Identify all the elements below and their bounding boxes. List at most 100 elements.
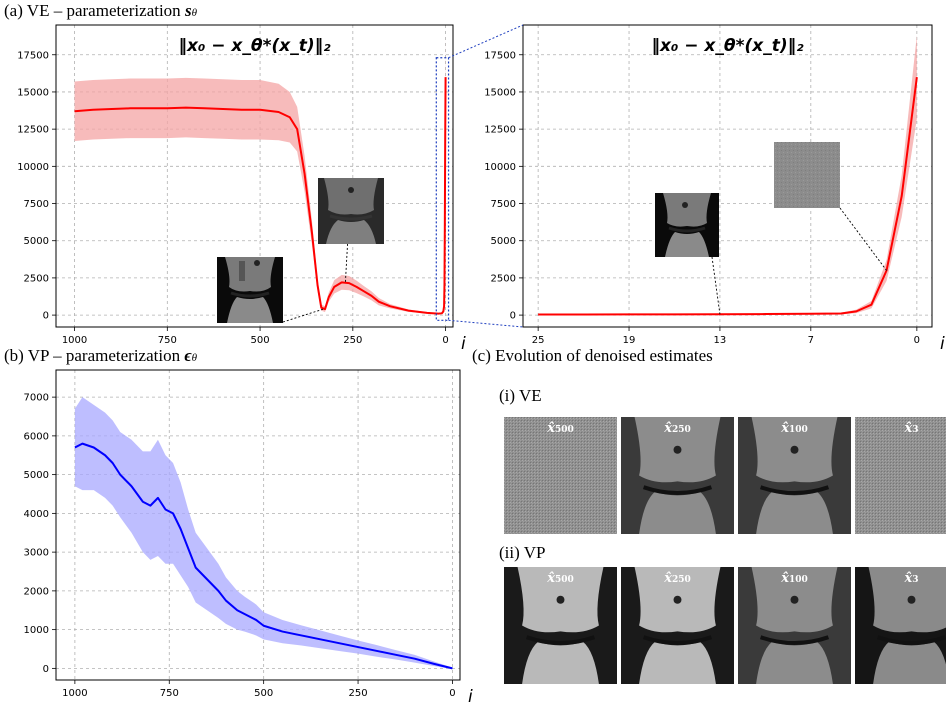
inset-knee-image-a3 bbox=[655, 193, 719, 257]
x-tick-label: 0 bbox=[442, 335, 448, 346]
denoised-label-subscript: 3 bbox=[912, 575, 919, 585]
y-tick-label: 7500 bbox=[24, 199, 49, 210]
knee-mri-icon bbox=[621, 567, 734, 684]
axes-frame bbox=[55, 369, 461, 681]
x-axis-label: i bbox=[940, 334, 945, 354]
inset-knee-image-a2 bbox=[318, 178, 384, 244]
denoised-label: x̂500 bbox=[504, 421, 617, 436]
denoised-ve-3: x̂3 bbox=[855, 417, 946, 534]
knee-mri-icon bbox=[738, 417, 851, 534]
knee-mri-icon bbox=[855, 567, 946, 684]
denoised-label: x̂500 bbox=[504, 571, 617, 586]
denoised-label-symbol: x̂ bbox=[664, 421, 672, 436]
zoom-connector-bottom bbox=[448, 319, 524, 328]
y-tick-label: 1000 bbox=[24, 625, 49, 636]
x-tick-label: 0 bbox=[449, 688, 455, 699]
denoised-label-symbol: x̂ bbox=[547, 421, 555, 436]
denoised-label-subscript: 500 bbox=[554, 425, 574, 435]
series-band bbox=[74, 397, 453, 670]
x-tick-label: 0 bbox=[914, 335, 920, 346]
caption-b-prefix: (b) VP – parameterization bbox=[4, 346, 181, 365]
inset-pointer-line bbox=[711, 256, 721, 315]
x-tick-label: 25 bbox=[532, 335, 545, 346]
axes-frame bbox=[55, 24, 454, 328]
denoised-label: x̂100 bbox=[738, 421, 851, 436]
y-tick-label: 17500 bbox=[484, 50, 516, 61]
y-tick-label: 15000 bbox=[484, 87, 516, 98]
x-tick-label: 13 bbox=[714, 335, 727, 346]
y-tick-label: 12500 bbox=[17, 125, 49, 136]
denoised-label-symbol: x̂ bbox=[547, 571, 555, 586]
denoised-label-symbol: x̂ bbox=[904, 571, 913, 586]
noise-texture-icon bbox=[774, 142, 840, 208]
knee-mri-icon bbox=[621, 417, 734, 534]
denoised-label-symbol: x̂ bbox=[781, 421, 789, 436]
denoised-label: x̂3 bbox=[855, 571, 946, 586]
caption-a-sub: θ bbox=[191, 7, 197, 19]
y-tick-label: 3000 bbox=[24, 548, 49, 559]
caption-c-i: (i) VE bbox=[499, 386, 542, 405]
y-tick-label: 0 bbox=[510, 311, 516, 322]
y-tick-label: 4000 bbox=[24, 509, 49, 520]
knee-mri-icon bbox=[504, 567, 617, 684]
series-line bbox=[538, 76, 918, 316]
zoom-region-box bbox=[435, 57, 450, 321]
denoised-label: x̂250 bbox=[621, 571, 734, 586]
caption-b-sub: θ bbox=[191, 352, 198, 364]
knee-mri-icon bbox=[655, 193, 719, 257]
series-band bbox=[538, 35, 917, 315]
denoised-vp-500: x̂500 bbox=[504, 567, 617, 684]
denoised-ve-250: x̂250 bbox=[621, 417, 734, 534]
denoised-label-symbol: x̂ bbox=[904, 421, 913, 436]
series-band bbox=[74, 35, 446, 315]
x-tick-label: 500 bbox=[251, 335, 270, 346]
caption-c: (c) Evolution of denoised estimates bbox=[472, 346, 713, 365]
denoised-label-subscript: 3 bbox=[912, 425, 919, 435]
y-tick-label: 2000 bbox=[24, 586, 49, 597]
chart-a-left: 1000 750 500 250 002500500075001000012500150… bbox=[17, 24, 466, 354]
y-tick-label: 17500 bbox=[17, 50, 49, 61]
y-tick-label: 12500 bbox=[484, 125, 516, 136]
y-tick-label: 7000 bbox=[24, 393, 49, 404]
chart-a-right: 25 19 13 7 0 0 2500 5000 7500 10000 12500 15000 1750… bbox=[484, 24, 945, 354]
x-tick-label: 250 bbox=[343, 335, 362, 346]
denoised-vp-3: x̂3 bbox=[855, 567, 946, 684]
x-axis-label: i bbox=[468, 687, 473, 702]
x-tick-label: 1000 bbox=[62, 688, 87, 699]
noise-texture-icon bbox=[855, 417, 946, 534]
series-line bbox=[74, 442, 453, 670]
series-line bbox=[74, 77, 447, 315]
zoom-connector-top bbox=[448, 24, 524, 59]
caption-a: (a) VE – parameterization sθ bbox=[4, 1, 197, 21]
denoised-ve-100: x̂100 bbox=[738, 417, 851, 534]
axes-frame bbox=[522, 24, 933, 328]
inset-pointer-line bbox=[839, 207, 887, 271]
inset-knee-image-a1 bbox=[217, 257, 283, 323]
y-tick-label: 6000 bbox=[24, 431, 49, 442]
caption-b: (b) VP – parameterization ϵθ bbox=[4, 346, 197, 366]
denoised-label-subscript: 100 bbox=[788, 425, 808, 435]
inset-pointer-line bbox=[282, 308, 324, 323]
caption-a-prefix: (a) VE – parameterization bbox=[4, 1, 181, 20]
denoised-ve-500: x̂500 bbox=[504, 417, 617, 534]
denoised-label-symbol: x̂ bbox=[664, 571, 672, 586]
knee-mri-icon bbox=[738, 567, 851, 684]
x-tick-label: 500 bbox=[254, 688, 273, 699]
denoised-label-subscript: 250 bbox=[671, 575, 691, 585]
denoised-label-symbol: x̂ bbox=[781, 571, 789, 586]
chart-title: ‖x₀ − x_θ*(x_t)‖₂ bbox=[651, 36, 804, 56]
x-axis-label: i bbox=[461, 334, 466, 354]
caption-b-symbol: ϵ bbox=[184, 346, 192, 365]
caption-a-symbol: s bbox=[184, 1, 192, 20]
chart-b: 1000 750 500 250 0 0 1000 2000 3000 4000 5000 6000 7… bbox=[24, 369, 473, 702]
inset-noise-image bbox=[774, 142, 840, 208]
x-tick-label: 750 bbox=[158, 335, 177, 346]
x-tick-label: 250 bbox=[349, 688, 368, 699]
x-tick-label: 750 bbox=[160, 688, 179, 699]
chart-title: ‖x₀ − x_θ*(x_t)‖₂ bbox=[178, 36, 331, 56]
y-tick-label: 5000 bbox=[24, 470, 49, 481]
x-tick-label: 1000 bbox=[62, 335, 87, 346]
y-tick-label: 5000 bbox=[491, 236, 516, 247]
y-tick-label: 2500 bbox=[491, 273, 516, 284]
